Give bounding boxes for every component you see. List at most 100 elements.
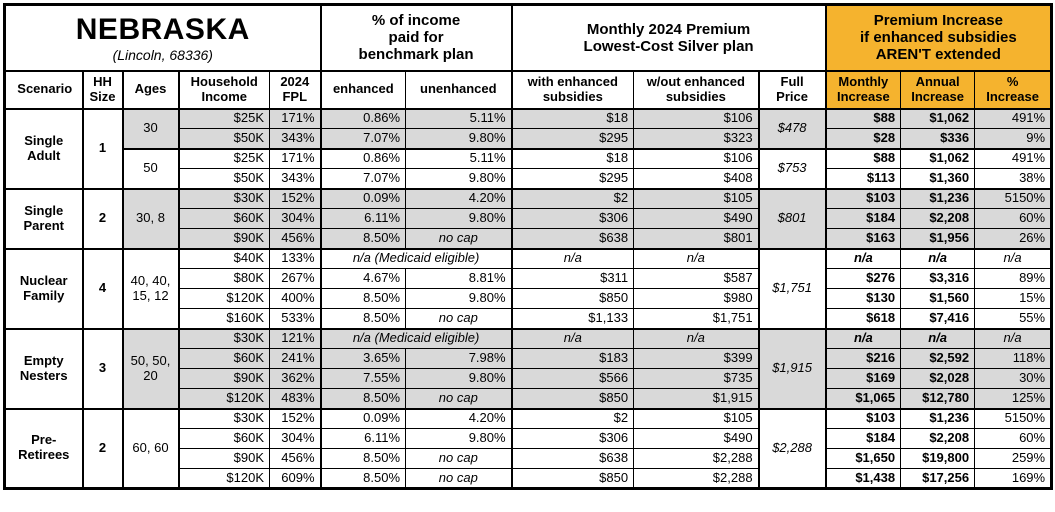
unenhanced-pct-cell: 7.98% [405,348,513,369]
hh-size-cell: 4 [81,247,123,329]
unenhanced-pct-cell: no cap [405,388,513,409]
pct-increase-cell: 125% [974,388,1053,409]
with-subsidies-cell: $18 [510,147,635,169]
household-income-cell: $60K [177,428,270,449]
ages-cell: 50, 50, 20 [121,327,179,409]
without-subsidies-cell: $323 [633,128,760,149]
monthly-increase-cell: $1,438 [824,468,902,489]
monthly-increase-cell: $130 [824,288,902,309]
full-price-cell: $1,915 [757,327,827,409]
without-subsidies-cell: $490 [633,428,760,449]
monthly-increase-cell: $1,650 [824,448,902,469]
household-income-cell: $60K [177,348,270,369]
pct-increase-cell: 26% [974,228,1053,249]
unenhanced-pct-cell: 9.80% [405,168,513,189]
fpl-cell: 304% [268,428,322,449]
hh-size-cell: 2 [81,187,123,249]
unenhanced-pct-cell: 4.20% [405,187,513,209]
fpl-cell: 267% [268,268,322,289]
full-price-cell: $753 [757,147,827,189]
household-income-cell: $80K [177,268,270,289]
fpl-cell: 343% [268,168,322,189]
table-row: $50K 343% 7.07% 9.80% $295 $323 $28 $336 9% [5,128,1053,149]
monthly-increase-cell: $28 [824,128,902,149]
annual-increase-cell: $19,800 [900,448,976,469]
pct-increase-cell: 55% [974,308,1053,329]
page-title: NEBRASKA [75,12,250,46]
col-header-hh-size: HH Size [81,70,123,110]
without-subsidies-cell: $587 [633,268,760,289]
annual-increase-cell: $1,236 [900,407,976,429]
annual-increase-cell: $3,316 [900,268,976,289]
enhanced-pct-cell: 0.09% [319,187,407,209]
table-row: $60K 304% 6.11% 9.80% $306 $490 $184 $2,208 60% [5,208,1053,229]
col-header-2024-fpl: 2024 FPL [268,70,322,110]
annual-increase-cell: $1,956 [900,228,976,249]
table-row: $90K 456% 8.50% no cap $638 $2,288 $1,650 $19,8… [5,448,1053,469]
with-subsidies-cell: $1,133 [510,308,635,329]
col-header-with-enhanced-subsidies: with enhanced subsidies [510,70,635,110]
monthly-increase-cell: $88 [824,147,902,169]
unenhanced-pct-cell: 4.20% [405,407,513,429]
pct-increase-cell: 491% [974,147,1053,169]
enhanced-pct-cell: 0.86% [319,147,407,169]
household-income-cell: $120K [177,388,270,409]
fpl-cell: 304% [268,208,322,229]
table-row: Nuclear Family 4 40, 40, 15, 12 $40K 133% n/a… [4,247,1053,329]
fpl-cell: 343% [268,128,322,149]
full-price-cell: $1,751 [757,247,827,329]
fpl-cell: 609% [268,468,322,489]
hh-size-cell: 3 [81,327,123,409]
enhanced-pct-cell: 7.07% [319,168,407,189]
fpl-cell: 133% [268,247,322,269]
table-row: $120K 609% 8.50% no cap $850 $2,288 $1,438 $17,… [5,468,1053,489]
scenario-cell: Nuclear Family [4,247,83,329]
table-row: 50 $25K 171% 0.86% 5.11% $18 $106 $753 $88 $1,062… [5,147,1053,189]
without-subsidies-cell: $2,288 [633,468,760,489]
table-row: Pre- Retirees 2 60, 60 $30K 152% 0.09% 4.20% $2… [4,407,1053,489]
ages-cell: 50 [121,147,179,189]
table-body: Single Adult 1 30 $25K 171% 0.86% 5.11% $18 $106… [4,107,1053,489]
pct-increase-cell: 89% [974,268,1053,289]
fpl-cell: 533% [268,308,322,329]
with-subsidies-cell: $183 [510,348,635,369]
household-income-cell: $120K [177,468,270,489]
table-row: $60K 241% 3.65% 7.98% $183 $399 $216 $2,592 118% [5,348,1053,369]
household-income-cell: $25K [177,147,270,169]
annual-increase-cell: n/a [900,247,976,269]
household-income-cell: $90K [177,448,270,469]
monthly-increase-cell: $216 [824,348,902,369]
pct-increase-cell: 118% [974,348,1053,369]
fpl-cell: 400% [268,288,322,309]
with-subsidies-cell: $850 [510,288,635,309]
enhanced-pct-cell: 8.50% [319,288,407,309]
pct-increase-cell: n/a [974,247,1053,269]
with-subsidies-cell: n/a [510,247,635,269]
scenario-cell: Empty Nesters [4,327,83,409]
unenhanced-pct-cell: 5.11% [405,147,513,169]
household-income-cell: $60K [177,208,270,229]
unenhanced-pct-cell: no cap [405,468,513,489]
monthly-increase-cell: $103 [824,407,902,429]
fpl-cell: 456% [268,448,322,469]
pct-increase-cell: 9% [974,128,1053,149]
unenhanced-pct-cell: 9.80% [405,208,513,229]
monthly-increase-cell: $103 [824,187,902,209]
col-header-annual-increase: Annual Increase [900,70,976,110]
benchmark-na-cell: n/a (Medicaid eligible) [319,327,513,349]
monthly-increase-cell: n/a [824,327,902,349]
pct-increase-cell: 60% [974,428,1053,449]
monthly-increase-cell: n/a [824,247,902,269]
monthly-increase-cell: $184 [824,208,902,229]
household-income-cell: $30K [177,187,270,209]
monthly-increase-cell: $88 [824,107,902,129]
enhanced-pct-cell: 8.50% [319,308,407,329]
without-subsidies-cell: $408 [633,168,760,189]
monthly-increase-cell: $184 [824,428,902,449]
household-income-cell: $50K [177,168,270,189]
fpl-cell: 152% [268,187,322,209]
enhanced-pct-cell: 8.50% [319,388,407,409]
with-subsidies-cell: $295 [510,128,635,149]
enhanced-pct-cell: 8.50% [319,228,407,249]
